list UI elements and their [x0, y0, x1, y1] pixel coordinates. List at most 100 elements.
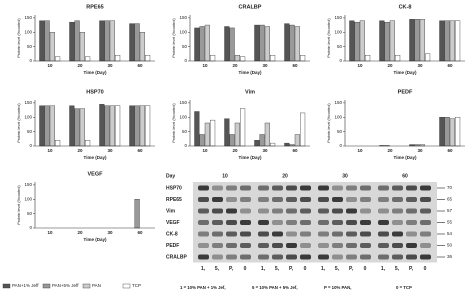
blot-protein: RPE65 — [166, 197, 182, 203]
blot-band — [226, 254, 237, 260]
y-tick-label: 100 — [24, 196, 32, 201]
x-tick-label: 60 — [292, 63, 298, 68]
bar — [44, 105, 50, 147]
blot-lane: 5, — [335, 266, 340, 272]
blot-weight: 36 — [447, 254, 453, 259]
blot-band — [198, 243, 209, 248]
blot-band — [300, 231, 311, 237]
blot-band — [360, 185, 371, 191]
blot-lane: P, — [409, 266, 414, 272]
blot-band — [212, 220, 223, 225]
bar — [254, 24, 260, 62]
x-tick-label: 20 — [77, 63, 83, 68]
blot-band — [286, 197, 297, 202]
blot-band — [332, 254, 343, 260]
blot-band — [226, 220, 237, 225]
bar — [414, 19, 420, 62]
y-tick-label: 150 — [334, 100, 342, 105]
blot-band — [258, 185, 269, 191]
blot-protein: CRALBP — [166, 254, 187, 260]
y-tick-label: 0 — [29, 143, 32, 148]
chart-title: VEGF — [88, 171, 104, 177]
y-tick-label: 50 — [182, 129, 188, 134]
bar — [359, 20, 365, 62]
x-tick-label: 60 — [137, 148, 143, 153]
x-tick-label: 30 — [262, 63, 268, 68]
blot-band — [318, 197, 329, 202]
bar — [85, 56, 91, 62]
bar — [99, 104, 105, 147]
blot-band — [420, 197, 431, 202]
bar — [264, 26, 270, 62]
chart-title: Vim — [245, 89, 255, 95]
blot-band — [318, 185, 329, 191]
blot-band — [198, 220, 209, 225]
bar — [284, 142, 290, 147]
blot-band — [258, 243, 269, 248]
bar — [444, 20, 450, 62]
blot-band — [360, 231, 371, 237]
blot-band — [378, 243, 389, 248]
bar — [349, 20, 355, 62]
bar — [44, 20, 50, 62]
bar — [115, 105, 121, 147]
x-axis-label: Time (Day) — [394, 70, 417, 75]
bar — [104, 105, 110, 147]
legend-swatch — [2, 283, 11, 289]
legend-label: PAN+5% Jeff — [52, 283, 79, 288]
blot-band — [272, 243, 283, 248]
blot-band — [332, 185, 343, 191]
blot-band — [360, 220, 371, 225]
blot-band — [286, 185, 297, 191]
legend-swatch — [42, 283, 51, 289]
x-tick-label: 60 — [137, 230, 143, 235]
y-axis-label: Protein level (%control) — [17, 103, 21, 143]
blot-band — [258, 208, 269, 214]
x-axis-label: Time (Day) — [394, 155, 417, 160]
y-axis-label: Protein level (%control) — [327, 103, 331, 143]
bar — [145, 105, 151, 147]
x-tick-label: 20 — [232, 63, 238, 68]
x-axis-label: Time (Day) — [239, 70, 262, 75]
blot-band — [272, 197, 283, 202]
blot-band — [332, 197, 343, 202]
blot-lane: 1, — [381, 266, 386, 272]
blot-band — [406, 254, 417, 260]
blot-band — [332, 208, 343, 214]
x-tick-label: 10 — [357, 148, 363, 153]
blot-band — [346, 243, 357, 248]
x-tick-label: 60 — [447, 148, 453, 153]
bar — [49, 105, 55, 147]
blot-band — [406, 243, 417, 248]
blot-band — [378, 208, 389, 214]
blot-band — [346, 208, 357, 214]
y-tick-label: 0 — [339, 143, 342, 148]
blot-band — [392, 208, 403, 214]
bar — [199, 26, 205, 62]
blot-band — [226, 208, 237, 214]
bar — [49, 32, 55, 62]
blot-band — [300, 243, 311, 248]
y-tick-label: 100 — [179, 29, 187, 34]
bar — [264, 122, 270, 147]
blot-band — [392, 197, 403, 202]
blot-band — [378, 220, 389, 225]
blot-band — [420, 243, 431, 248]
blot-band — [392, 220, 403, 225]
y-tick-label: 50 — [27, 129, 33, 134]
blot-key: 5 = 10% PAN + 5% Jef, — [252, 285, 298, 290]
bar — [439, 117, 445, 147]
blot-band — [286, 254, 297, 260]
bar — [365, 55, 371, 62]
blot-lane: 0 — [364, 266, 367, 272]
chart-title: CK-8 — [399, 4, 412, 10]
legend-swatch — [82, 283, 91, 289]
x-tick-label: 20 — [387, 148, 393, 153]
legend-label: PAN — [92, 283, 101, 288]
bar — [294, 134, 300, 147]
blot-band — [240, 220, 251, 225]
blot-band — [360, 208, 371, 214]
blot-band — [392, 231, 403, 237]
bar — [425, 53, 431, 62]
blot-band — [300, 254, 311, 260]
